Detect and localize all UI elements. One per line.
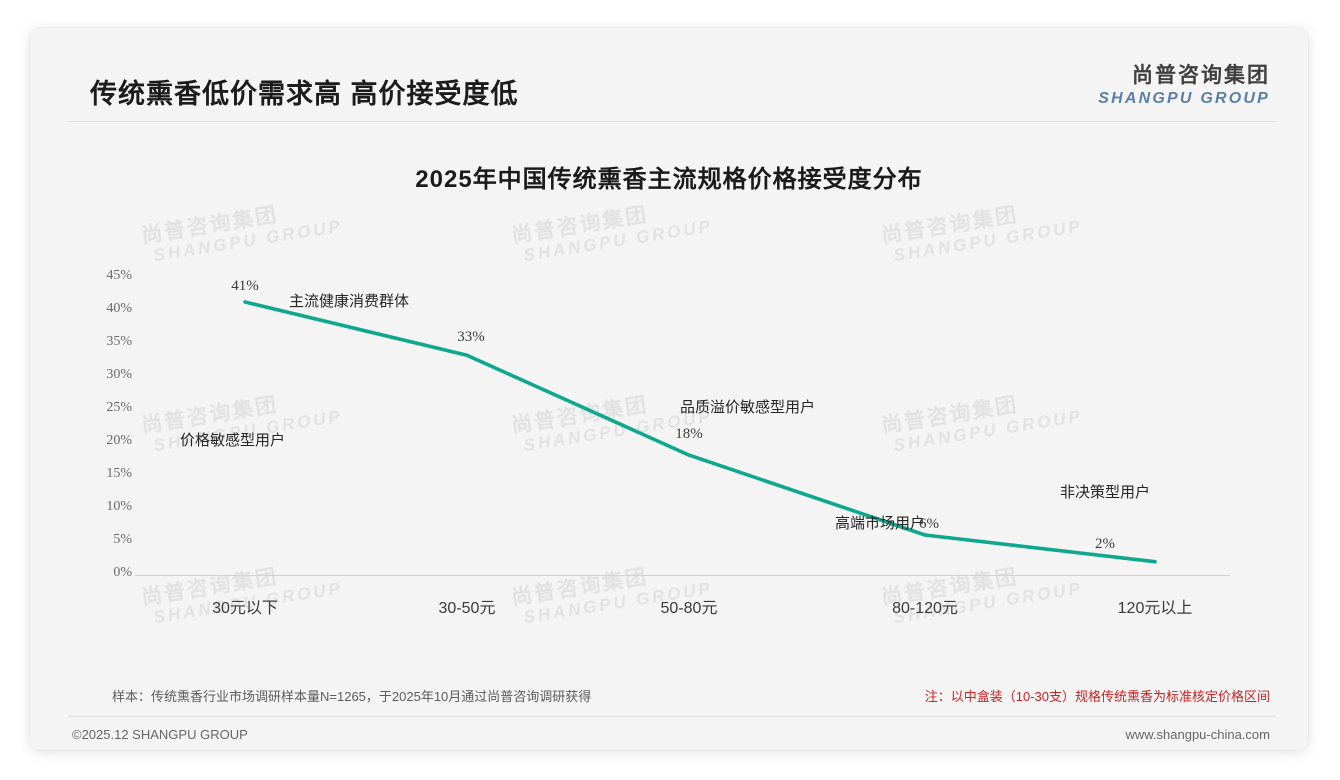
brand-logo: 尚普咨询集团 SHANGPU GROUP	[1098, 63, 1270, 108]
series-line-svg	[243, 300, 1157, 564]
annotation-non-decision: 非决策型用户	[1060, 484, 1151, 501]
slide-card: 尚普咨询集团 SHANGPU GROUP 尚普咨询集团 SHANGPU GROUP …	[30, 28, 1308, 750]
slide-header: 传统熏香低价需求高 高价接受度低 尚普咨询集团 SHANGPU GROUP	[30, 28, 1308, 114]
copyright-text: ©2025.12 SHANGPU GROUP	[72, 727, 248, 742]
x-axis-tick: 50-80元	[660, 600, 718, 617]
annotation-high-end-market: 高端市场用户	[835, 515, 926, 532]
y-axis-tick: 35%	[106, 334, 132, 349]
page-title: 传统熏香低价需求高 高价接受度低	[90, 79, 519, 109]
y-axis-tick: 40%	[106, 301, 132, 316]
chart-title: 2025年中国传统熏香主流规格价格接受度分布	[415, 166, 923, 193]
data-label: 2%	[1095, 536, 1115, 552]
y-axis-tick: 15%	[106, 466, 132, 481]
x-axis-tick: 80-120元	[892, 600, 958, 617]
brand-logo-en: SHANGPU GROUP	[1098, 90, 1270, 108]
sample-note: 样本：传统熏香行业市场调研样本量N=1265，于2025年10月通过尚普咨询调研…	[112, 689, 592, 704]
data-label: 41%	[231, 278, 259, 294]
y-axis-tick: 45%	[106, 268, 132, 283]
x-axis-tick: 30元以下	[212, 600, 278, 617]
y-axis-tick: 5%	[113, 532, 132, 547]
footer-divider	[68, 716, 1276, 717]
slide-footer: ©2025.12 SHANGPU GROUP www.shangpu-china…	[30, 720, 1308, 750]
line-chart: 45% 40% 35% 30% 25% 20% 15% 10% 5% 0% 41…	[30, 28, 1308, 750]
header-divider	[68, 121, 1276, 122]
website-url[interactable]: www.shangpu-china.com	[1125, 727, 1270, 742]
y-axis-tick: 0%	[113, 565, 132, 580]
x-axis-line	[135, 575, 1230, 576]
y-axis-tick: 30%	[106, 367, 132, 382]
data-label: 33%	[457, 329, 485, 345]
annotation-mainstream-health: 主流健康消费群体	[289, 293, 410, 310]
x-axis-tick: 30-50元	[438, 600, 496, 617]
data-label: 6%	[919, 516, 939, 532]
series-line-acceptance	[243, 300, 1157, 564]
annotation-quality-premium: 品质溢价敏感型用户	[680, 399, 816, 416]
data-label: 18%	[675, 426, 703, 442]
y-axis-tick: 20%	[106, 433, 132, 448]
methodology-note: 注：以中盒装（10-30支）规格传统熏香为标准核定价格区间	[924, 689, 1270, 704]
y-axis-tick: 25%	[106, 400, 132, 415]
y-axis-tick: 10%	[106, 499, 132, 514]
annotation-price-sensitive: 价格敏感型用户	[180, 432, 286, 449]
notes-row: 样本：传统熏香行业市场调研样本量N=1265，于2025年10月通过尚普咨询调研…	[30, 678, 1308, 712]
x-axis-tick: 120元以上	[1117, 600, 1193, 617]
brand-logo-cn: 尚普咨询集团	[1132, 64, 1270, 87]
